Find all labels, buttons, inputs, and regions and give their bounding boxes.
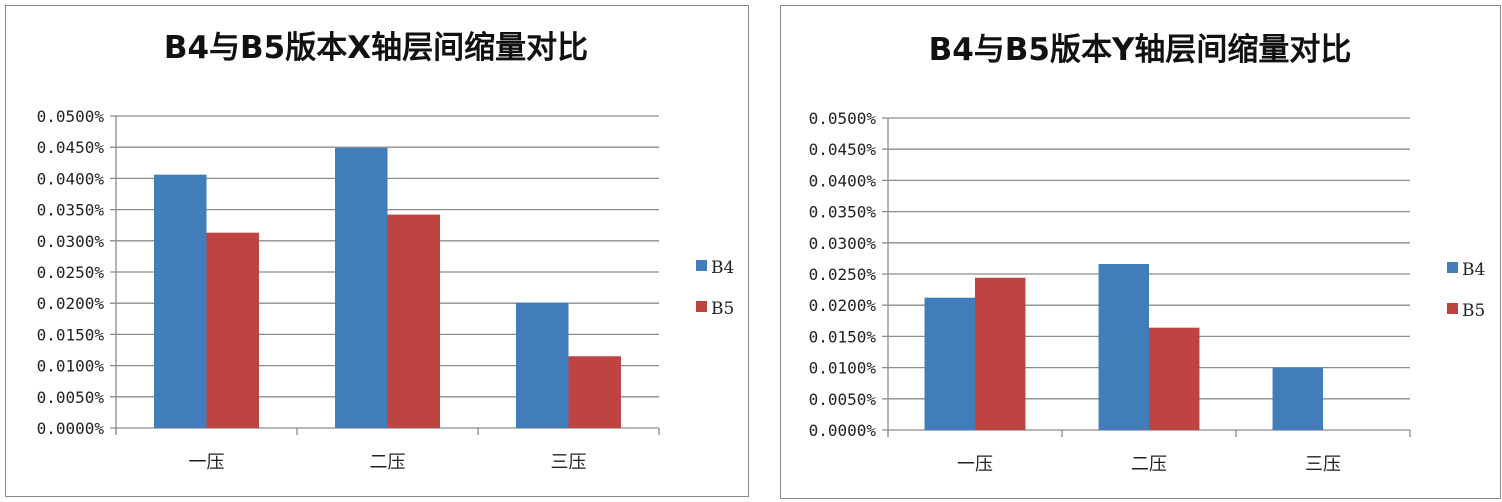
bar-b5 [206, 232, 259, 428]
y-tick-label: 0.0200% [37, 294, 105, 313]
chart-title: B4与B5版本X轴层间缩量对比 [164, 30, 588, 66]
y-tick-label: 0.0450% [809, 140, 877, 159]
legend-label: B4 [711, 258, 734, 278]
y-tick-label: 0.0250% [37, 263, 105, 282]
y-tick-label: 0.0500% [37, 107, 105, 126]
legend-label: B5 [1462, 301, 1485, 321]
y-tick-label: 0.0350% [809, 203, 877, 222]
y-tick-label: 0.0050% [37, 388, 105, 407]
y-tick-label: 0.0150% [809, 327, 877, 346]
bar-b4 [924, 297, 975, 430]
x-tick-label: 一压 [957, 454, 993, 475]
y-tick-label: 0.0200% [809, 296, 877, 315]
bar-b4 [154, 174, 207, 428]
bar-b5 [568, 356, 621, 428]
legend-label: B5 [711, 299, 734, 319]
y-tick-label: 0.0150% [37, 325, 105, 344]
y-tick-label: 0.0400% [809, 171, 877, 190]
y-tick-label: 0.0400% [37, 169, 105, 188]
x-tick-label: 三压 [1305, 454, 1341, 475]
y-tick-label: 0.0500% [809, 109, 877, 128]
legend-swatch-b5 [696, 301, 707, 312]
bar-b4 [1272, 367, 1323, 430]
y-tick-label: 0.0300% [37, 232, 105, 251]
bar-b5 [1149, 327, 1200, 430]
x-tick-label: 二压 [1131, 454, 1167, 475]
x-tick-label: 二压 [370, 452, 406, 473]
y-tick-label: 0.0100% [37, 357, 105, 376]
bar-b4 [516, 302, 569, 428]
y-tick-label: 0.0000% [37, 419, 105, 438]
legend-swatch-b4 [1447, 262, 1458, 273]
y-tick-label: 0.0050% [809, 390, 877, 409]
y-tick-label: 0.0450% [37, 138, 105, 157]
bar-b4 [1098, 264, 1149, 430]
y-tick-label: 0.0300% [809, 234, 877, 253]
y-tick-label: 0.0350% [37, 201, 105, 220]
legend-swatch-b5 [1447, 303, 1458, 314]
legend-swatch-b4 [696, 260, 707, 271]
x-tick-label: 一压 [189, 452, 225, 473]
chart-title: B4与B5版本Y轴层间缩量对比 [929, 32, 1352, 68]
y-tick-label: 0.0100% [809, 359, 877, 378]
bar-b4 [335, 147, 388, 428]
bar-b5 [975, 277, 1026, 430]
y-tick-label: 0.0000% [809, 421, 877, 440]
bar-b5 [387, 214, 440, 428]
x-tick-label: 三压 [551, 452, 587, 473]
legend-label: B4 [1462, 260, 1485, 280]
y-tick-label: 0.0250% [809, 265, 877, 284]
